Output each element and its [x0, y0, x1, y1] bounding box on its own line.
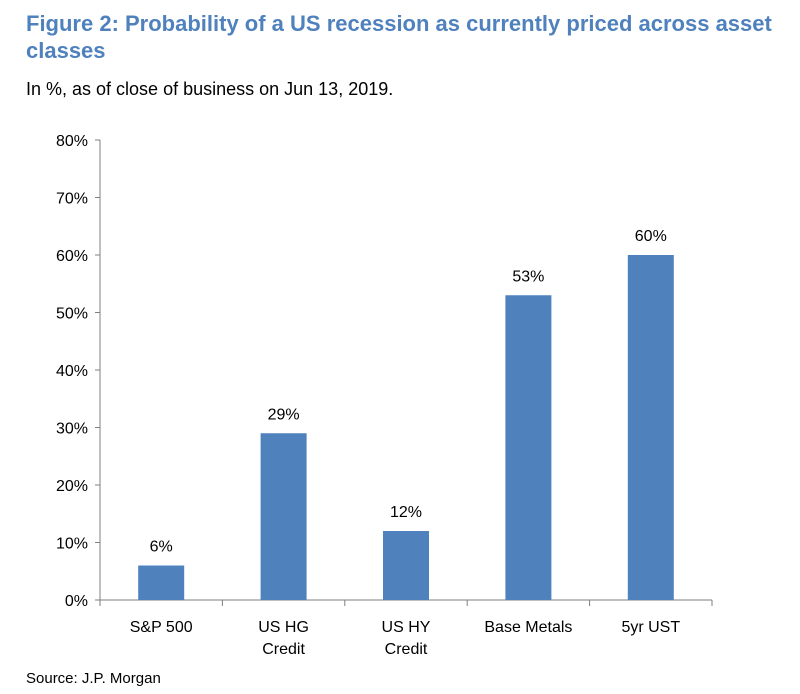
y-tick-label: 70%: [56, 191, 88, 208]
x-tick-label: Base Metals: [484, 619, 572, 636]
x-tick-label: 5yr UST: [621, 619, 680, 636]
bar: [383, 531, 429, 600]
chart-title: Figure 2: Probability of a US recession …: [26, 11, 772, 63]
x-tick-label: S&P 500: [130, 619, 193, 636]
y-tick-label: 80%: [56, 133, 88, 150]
y-tick-label: 40%: [56, 363, 88, 380]
bar: [505, 295, 552, 600]
data-label: 60%: [635, 228, 667, 245]
bar: [627, 255, 674, 600]
data-label: 12%: [390, 504, 422, 521]
y-tick-label: 0%: [65, 593, 88, 610]
y-tick-label: 30%: [56, 421, 88, 438]
chart-source: Source: J.P. Morgan: [26, 670, 161, 687]
y-tick-label: 10%: [56, 536, 88, 553]
x-tick-label: US HG Credit: [258, 619, 309, 658]
y-tick-label: 60%: [56, 248, 88, 265]
bar: [260, 433, 307, 600]
y-tick-label: 50%: [56, 306, 88, 323]
data-label: 29%: [268, 406, 300, 423]
data-label: 6%: [150, 539, 173, 556]
data-label: 53%: [512, 268, 544, 285]
bar: [138, 565, 185, 600]
x-tick-label: US HY Credit: [382, 619, 431, 658]
y-tick-label: 20%: [56, 478, 88, 495]
chart-subtitle: In %, as of close of business on Jun 13,…: [26, 79, 394, 99]
